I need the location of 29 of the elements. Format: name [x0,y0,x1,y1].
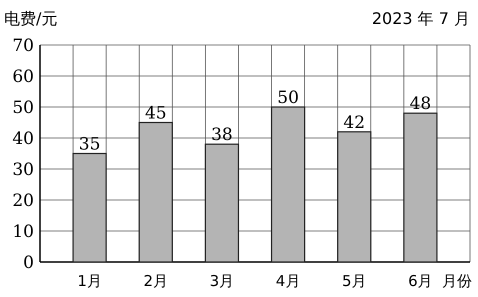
data-label: 38 [211,125,233,146]
y-axis-title: 电费/元 [4,9,58,28]
data-label: 42 [343,112,366,133]
y-tick-label: 40 [12,129,34,149]
data-label: 50 [277,88,299,108]
y-tick-label: 50 [12,98,34,118]
chart-title: 2023 年 7 月 [372,9,470,28]
bar [337,131,372,263]
x-axis-title: 月份 [442,272,472,290]
y-tick-label: 70 [12,36,34,56]
x-tick-label: 3月 [210,272,234,290]
x-tick-label: 6月 [408,272,433,290]
y-tick-label: 10 [12,222,34,242]
y-tick-label: 20 [12,191,34,211]
bar [72,152,107,263]
y-tick-label: 30 [12,160,34,180]
bar [403,112,438,263]
bar [204,144,240,263]
data-label: 35 [78,134,100,154]
data-label: 48 [410,94,432,114]
x-tick-label: 2月 [143,272,168,290]
bar [270,106,306,263]
x-tick-label: 5月 [342,272,367,290]
bar [138,122,173,263]
x-tick-label: 4月 [276,272,300,290]
y-tick-label: 0 [23,253,34,273]
y-tick-label: 60 [12,67,34,87]
data-label: 45 [144,104,167,124]
x-tick-label: 1月 [77,272,102,290]
